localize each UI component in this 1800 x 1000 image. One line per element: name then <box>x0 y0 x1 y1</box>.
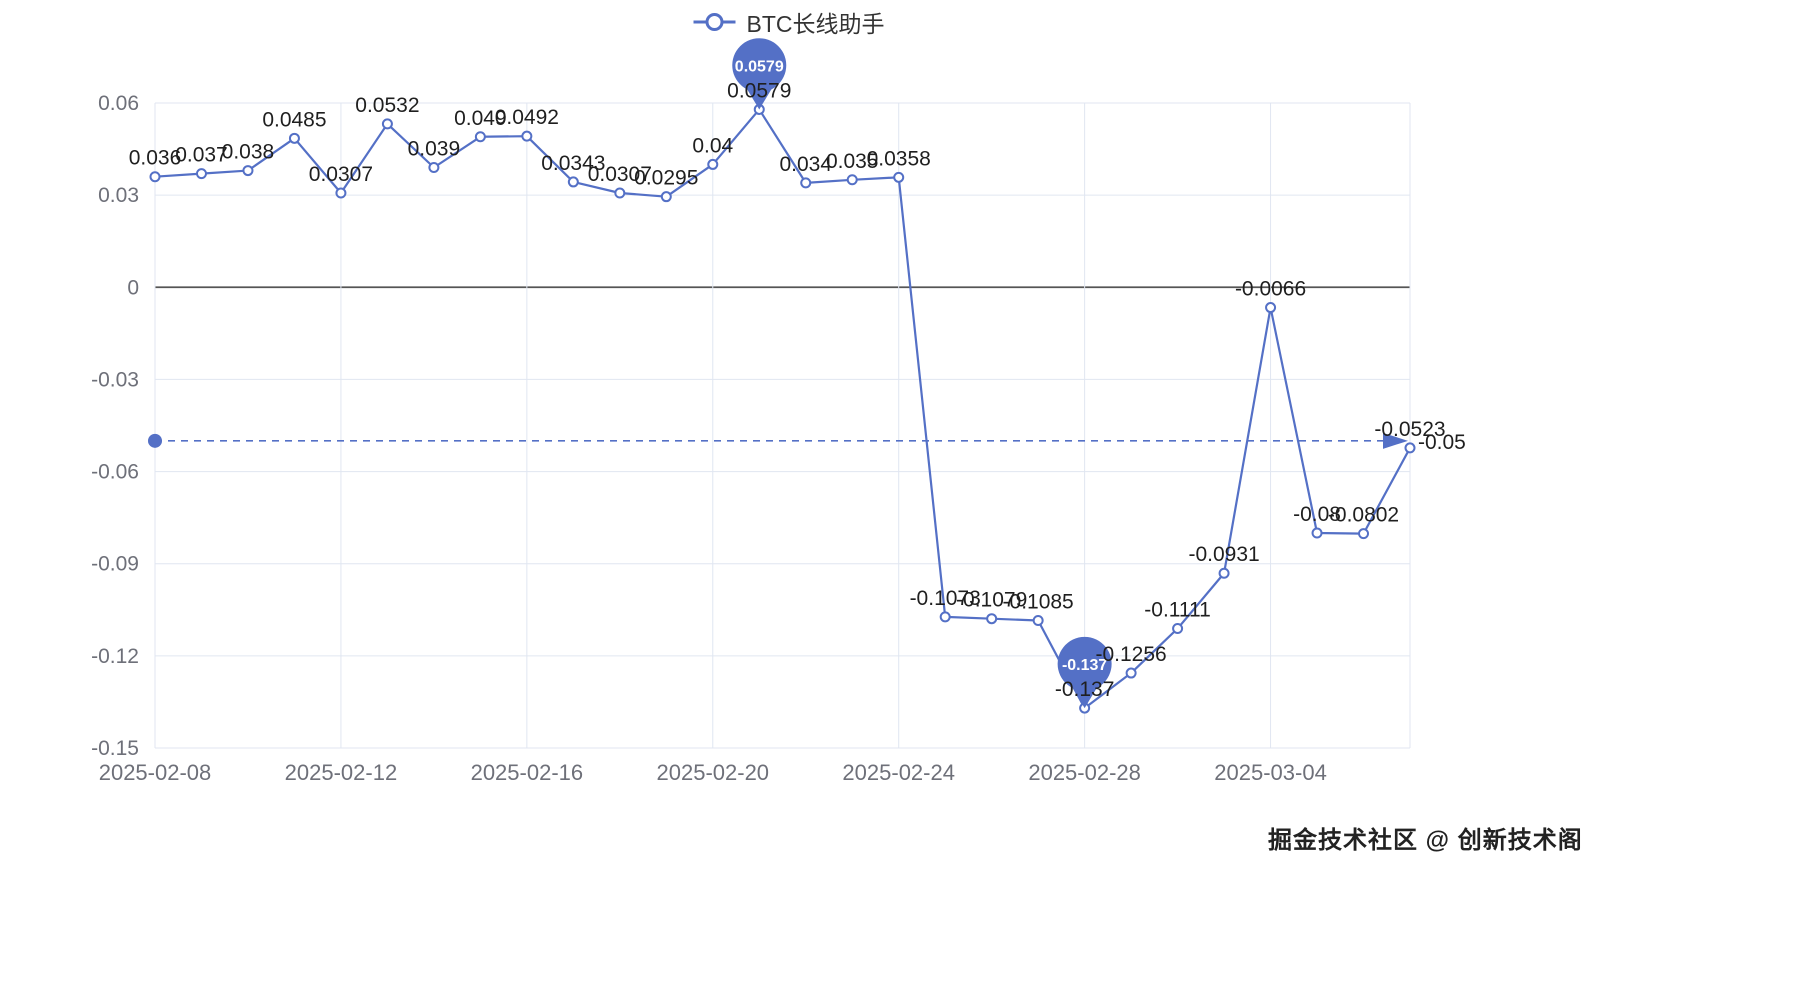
data-label: -0.0066 <box>1235 278 1306 301</box>
data-label: -0.0523 <box>1374 418 1445 441</box>
x-axis-tick-label: 2025-02-28 <box>1028 760 1141 785</box>
data-point[interactable] <box>428 162 440 173</box>
markpoint-pin-label: -0.137 <box>1062 657 1107 674</box>
data-label: -0.0931 <box>1188 543 1259 566</box>
data-label: 0.0343 <box>541 152 605 175</box>
data-point[interactable] <box>800 177 812 189</box>
data-point[interactable] <box>939 611 951 623</box>
data-label: 0.038 <box>222 141 275 164</box>
data-point[interactable] <box>195 168 207 180</box>
data-point[interactable] <box>381 118 393 130</box>
data-point[interactable] <box>242 165 254 177</box>
data-point[interactable] <box>567 176 579 188</box>
min-markpoint-pin-icon: -0.137 <box>1057 636 1112 709</box>
data-point[interactable] <box>1311 527 1323 539</box>
data-point[interactable] <box>893 171 905 183</box>
data-point[interactable] <box>288 132 300 144</box>
data-label: 0.0358 <box>867 147 931 170</box>
max-markpoint-pin-icon: 0.0579 <box>732 38 787 110</box>
markpoint-pin-label: 0.0579 <box>735 58 784 75</box>
data-label: 0.0295 <box>634 167 698 190</box>
data-point[interactable] <box>707 158 719 170</box>
legend-line-circle-icon <box>693 13 736 31</box>
data-point[interactable] <box>846 174 858 186</box>
data-point[interactable] <box>1404 442 1416 454</box>
series-line <box>154 108 1411 710</box>
markline-label: -0.05 <box>1418 431 1466 454</box>
watermark-text: 掘金技术社区 @ 创新技术阁 <box>1268 827 1583 854</box>
y-axis-tick-label: -0.03 <box>91 368 139 391</box>
data-label: 0.039 <box>408 138 461 161</box>
legend-label: BTC长线助手 <box>746 11 885 37</box>
data-label: 0.0307 <box>588 163 652 186</box>
data-label: 0.049 <box>454 107 507 130</box>
data-label: -0.08 <box>1293 503 1341 526</box>
data-label: 0.0579 <box>727 79 791 102</box>
data-point[interactable] <box>986 613 998 625</box>
data-label: 0.0485 <box>262 108 326 131</box>
data-label: -0.1073 <box>910 587 981 610</box>
x-axis-tick-label: 2025-02-20 <box>657 760 770 785</box>
data-label: -0.1079 <box>956 589 1027 612</box>
x-axis-tick-label: 2025-02-16 <box>471 760 584 785</box>
x-axis-tick-label: 2025-02-08 <box>99 760 212 785</box>
data-point[interactable] <box>335 187 347 199</box>
data-label: 0.04 <box>692 134 733 157</box>
data-label: 0.036 <box>129 147 182 170</box>
data-point[interactable] <box>474 131 486 143</box>
data-point[interactable] <box>149 171 161 183</box>
data-point[interactable] <box>1358 528 1370 540</box>
y-axis-tick-label: 0 <box>127 276 139 299</box>
x-axis-tick-label: 2025-02-24 <box>842 760 955 785</box>
x-axis-tick-label: 2025-03-04 <box>1214 760 1327 785</box>
data-label: 0.0492 <box>495 106 559 129</box>
x-axis-tick-label: 2025-02-12 <box>285 760 398 785</box>
data-label: 0.0307 <box>309 163 373 186</box>
data-point[interactable] <box>1218 567 1230 579</box>
data-point[interactable] <box>1032 615 1044 627</box>
y-axis-tick-label: -0.15 <box>91 737 139 760</box>
data-label: 0.034 <box>779 153 832 176</box>
y-axis-tick-label: -0.12 <box>91 645 139 668</box>
data-point[interactable] <box>1125 667 1137 679</box>
markline-arrow-icon <box>1383 432 1408 449</box>
y-axis-tick-label: -0.09 <box>91 553 139 576</box>
data-label: -0.0802 <box>1328 504 1399 527</box>
y-axis-tick-label: -0.06 <box>91 461 139 484</box>
data-point[interactable] <box>1172 623 1184 635</box>
data-label: 0.0532 <box>355 94 419 117</box>
data-label: 0.035 <box>826 150 879 173</box>
data-point[interactable] <box>1265 302 1277 314</box>
markline-start-dot <box>148 433 162 448</box>
data-point[interactable] <box>521 130 533 142</box>
data-point[interactable] <box>614 187 626 199</box>
y-axis-tick-label: 0.06 <box>98 92 139 115</box>
data-label: -0.1111 <box>1144 599 1211 622</box>
y-axis-tick-label: 0.03 <box>98 184 139 207</box>
data-label: -0.1085 <box>1003 591 1074 614</box>
data-label: 0.037 <box>175 144 228 167</box>
data-label: -0.1256 <box>1095 643 1166 666</box>
legend-item-btc[interactable]: BTC长线助手 <box>692 5 885 39</box>
data-label: -0.137 <box>1055 678 1115 701</box>
data-point[interactable] <box>660 191 672 203</box>
